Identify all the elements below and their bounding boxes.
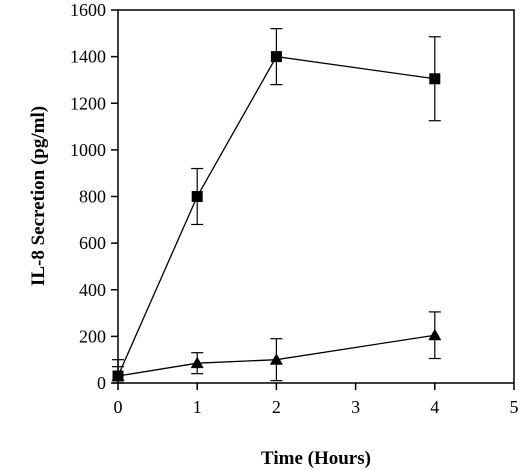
y-tick-label: 400 [79, 280, 106, 300]
triangle-point [269, 353, 283, 365]
x-axis-ticks: 0 1 2 3 4 5 [114, 383, 519, 417]
x-tick-label: 1 [193, 397, 202, 417]
y-axis-ticks: 0 200 400 600 800 1000 1200 1400 1600 [70, 0, 118, 393]
x-tick-label: 3 [351, 397, 360, 417]
y-tick-label: 1000 [70, 140, 106, 160]
triangle-point [190, 356, 204, 369]
y-tick-label: 600 [79, 233, 106, 253]
series-layer [111, 28, 442, 384]
x-tick-label: 2 [272, 397, 281, 417]
square-point [191, 191, 203, 202]
triangle-point [111, 369, 125, 382]
y-tick-label: 800 [79, 187, 106, 207]
y-tick-label: 200 [79, 326, 106, 346]
x-tick-label: 4 [430, 397, 439, 417]
x-tick-label: 0 [114, 397, 123, 417]
y-axis-title: IL-8 Secretion (pg/ml) [28, 106, 49, 286]
triangle-series-line [117, 334, 435, 377]
x-tick-label: 5 [510, 397, 519, 417]
y-tick-label: 1400 [70, 47, 106, 67]
plot-frame [117, 9, 515, 384]
square-point [429, 73, 441, 85]
y-tick-label: 1200 [70, 93, 106, 113]
y-tick-label: 1600 [70, 0, 106, 20]
x-axis-title: Time (Hours) [261, 448, 371, 469]
y-tick-label: 0 [97, 373, 106, 393]
triangle-point [428, 328, 442, 341]
square-series-line [117, 55, 435, 377]
square-point [270, 51, 282, 63]
